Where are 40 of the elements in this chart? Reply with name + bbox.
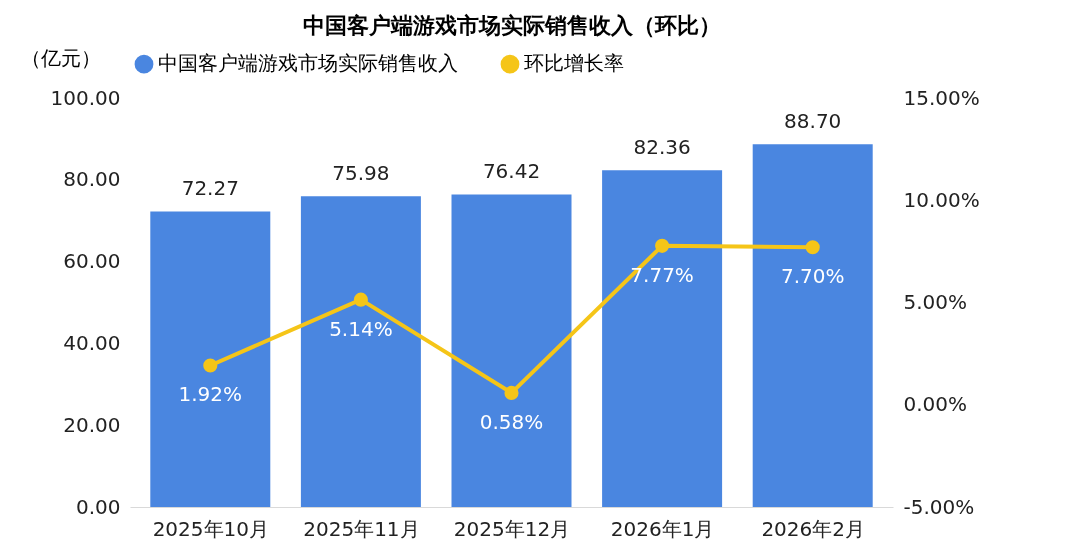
x-tick-label: 2026年1月 — [610, 516, 715, 541]
y2-tick-label: 10.00% — [903, 187, 980, 212]
bar — [300, 196, 421, 507]
x-tick-label: 2025年11月 — [303, 516, 420, 541]
point — [805, 240, 820, 255]
x-tick-label: 2026年2月 — [761, 516, 866, 541]
y-tick-label: 40.00 — [63, 330, 121, 355]
x-tick-label: 2025年10月 — [152, 516, 269, 541]
y-axis-title: （亿元） — [20, 45, 101, 70]
bar — [150, 211, 271, 507]
data-label: 88.70 — [784, 109, 842, 134]
data-label: 5.14% — [329, 316, 393, 341]
point — [655, 238, 670, 253]
point — [203, 358, 218, 373]
point — [504, 385, 519, 400]
bar — [602, 170, 723, 507]
data-label: 75.98 — [332, 161, 390, 186]
x-tick-label: 2025年12月 — [453, 516, 571, 541]
data-label: 76.42 — [482, 159, 541, 184]
y2-tick-label: -5.00% — [903, 494, 975, 519]
data-label: 82.36 — [633, 135, 691, 160]
data-label: 72.27 — [181, 176, 239, 201]
y2-tick-label: 15.00% — [903, 85, 980, 110]
y2-tick-label: 0.00% — [903, 392, 968, 417]
legend-label: 中国客户端游戏市场实际销售收入 — [158, 51, 458, 76]
data-label: 7.77% — [630, 262, 694, 287]
data-label: 1.92% — [178, 382, 243, 407]
bar — [752, 144, 873, 507]
y-tick-label: 80.00 — [63, 167, 121, 192]
y-tick-label: 20.00 — [63, 412, 121, 437]
y-tick-label: 100.00 — [50, 85, 121, 110]
data-label: 7.70% — [780, 264, 845, 289]
y-tick-label: 0.00 — [75, 494, 121, 519]
bar — [451, 194, 572, 507]
point — [353, 292, 368, 307]
y2-tick-label: 5.00% — [903, 290, 968, 314]
legend-label: 环比增长率 — [524, 51, 624, 76]
y-tick-label: 60.00 — [63, 249, 121, 274]
data-label: 0.58% — [479, 409, 544, 434]
chart-title: 中国客户端游戏市场实际销售收入（环比） — [302, 13, 721, 38]
